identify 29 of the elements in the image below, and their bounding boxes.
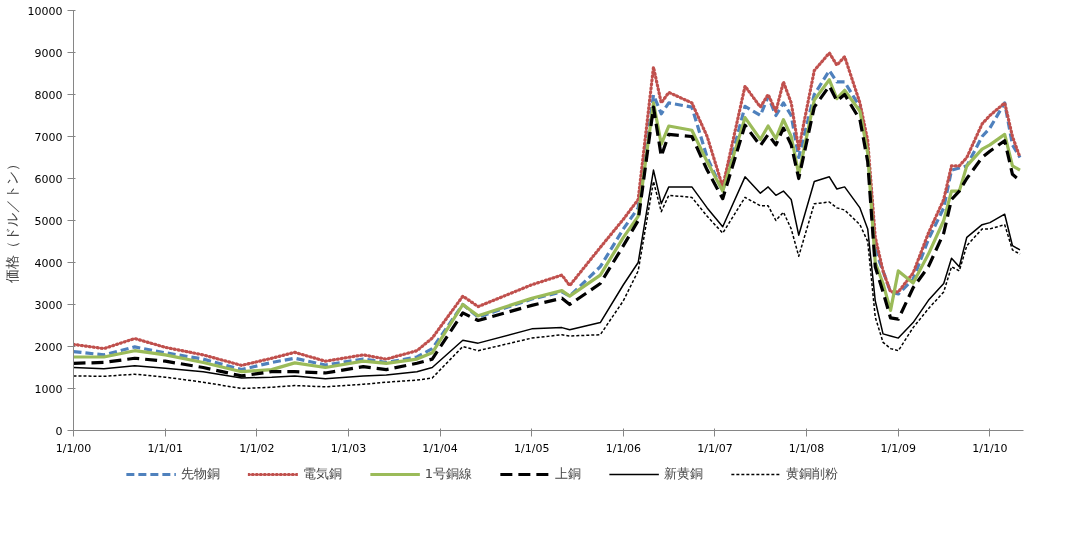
y-tick-label: 4000 — [34, 256, 63, 270]
y-tick-label: 7000 — [34, 130, 63, 144]
x-tick-label: 1/1/03 — [330, 441, 367, 455]
y-tick-label: 6000 — [34, 172, 63, 186]
legend-label: 電気銅 — [302, 465, 342, 483]
y-tick-label: 3000 — [34, 298, 63, 312]
y-tick-label: 10000 — [27, 4, 63, 18]
y-axis-title: 価格（ドル／トン） — [3, 157, 20, 284]
y-tick-label: 1000 — [34, 382, 63, 396]
y-tick-label: 5000 — [34, 214, 63, 228]
y-tick-label: 8000 — [34, 88, 63, 102]
legend-label: 上銅 — [555, 465, 582, 483]
y-tick-label: 2000 — [34, 340, 63, 354]
y-tick-label: 9000 — [34, 46, 63, 60]
legend-label: 先物銅 — [180, 465, 220, 483]
x-tick-label: 1/1/10 — [972, 441, 1008, 455]
x-tick-label: 1/1/04 — [422, 441, 458, 455]
x-tick-label: 1/1/02 — [239, 441, 275, 455]
x-tick-label: 1/1/06 — [605, 441, 642, 455]
x-tick-label: 1/1/01 — [147, 441, 184, 455]
x-tick-label: 1/1/08 — [788, 441, 825, 455]
x-tick-label: 1/1/07 — [697, 441, 733, 455]
y-tick-label: 0 — [55, 424, 63, 438]
x-tick-label: 1/1/09 — [880, 441, 917, 455]
legend-label: 黄銅削粉 — [786, 465, 839, 483]
x-tick-label: 1/1/00 — [55, 441, 92, 455]
x-tick-label: 1/1/05 — [514, 441, 550, 455]
legend-label: 1号銅線 — [424, 465, 473, 483]
legend-label: 新黄銅 — [664, 465, 704, 483]
